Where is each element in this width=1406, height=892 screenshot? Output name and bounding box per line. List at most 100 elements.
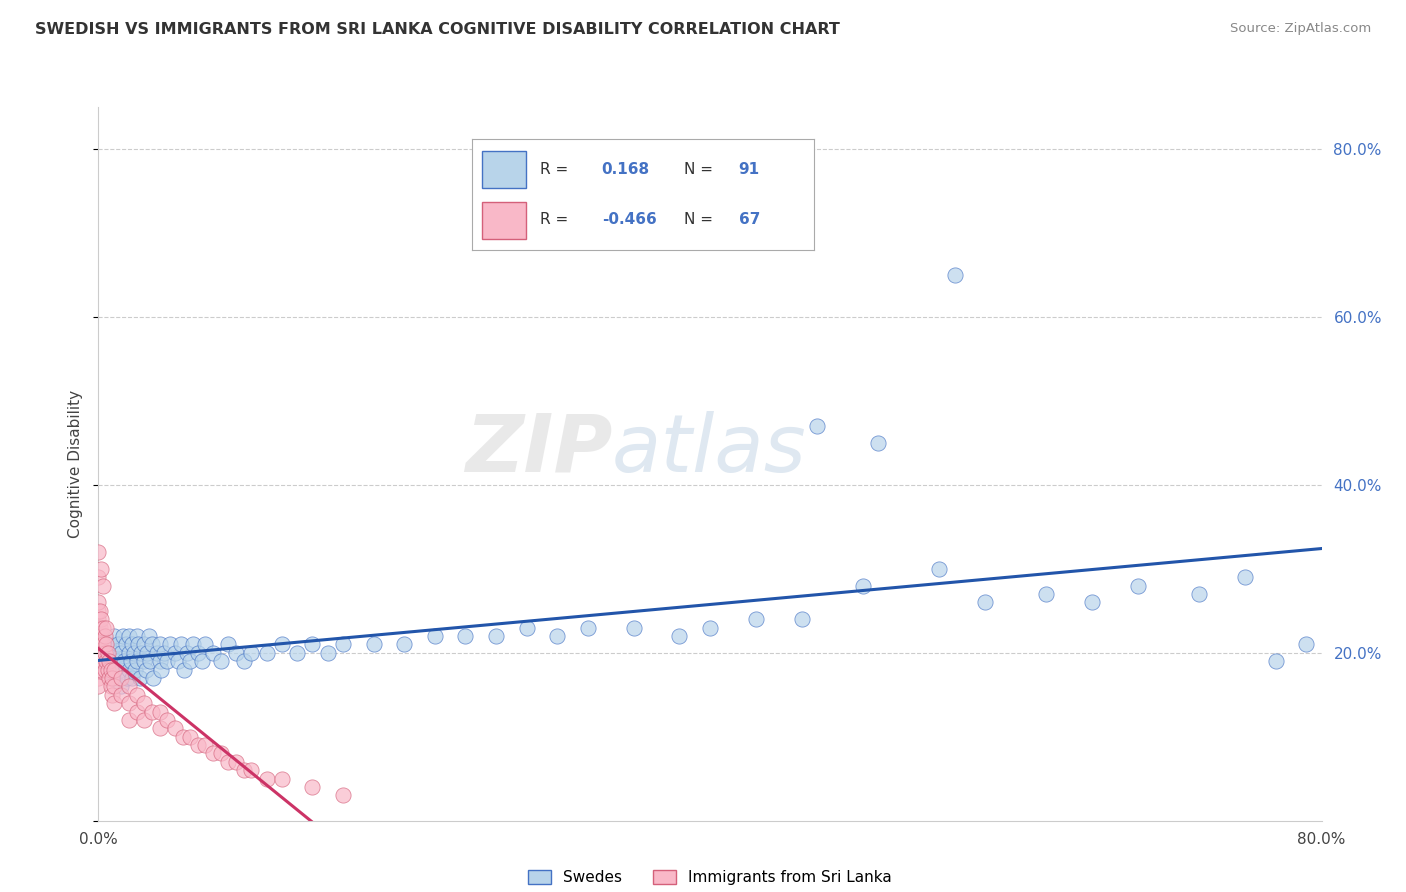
Legend: Swedes, Immigrants from Sri Lanka: Swedes, Immigrants from Sri Lanka <box>522 864 898 891</box>
Point <box>110 646 132 660</box>
Point <box>128 671 150 685</box>
Point <box>202 747 225 761</box>
Text: atlas: atlas <box>612 410 807 489</box>
Point <box>423 629 446 643</box>
Point <box>125 654 148 668</box>
Point <box>94 621 117 635</box>
Point <box>668 629 690 643</box>
Point <box>194 738 217 752</box>
Point <box>125 688 148 702</box>
Point <box>256 772 278 786</box>
Point <box>138 629 160 643</box>
Point <box>134 696 156 710</box>
Point <box>87 654 110 668</box>
Point <box>485 629 508 643</box>
Point <box>89 621 111 635</box>
Point <box>179 730 201 744</box>
Point <box>87 570 110 584</box>
Point <box>156 713 179 727</box>
Point <box>108 663 131 677</box>
Point <box>105 654 128 668</box>
Point <box>790 612 813 626</box>
Point <box>232 764 254 778</box>
Point <box>173 663 195 677</box>
Point <box>546 629 568 643</box>
Point <box>170 637 193 651</box>
Point <box>181 637 204 651</box>
Point <box>623 621 645 635</box>
Point <box>256 646 278 660</box>
Point <box>87 637 110 651</box>
Point <box>149 637 172 651</box>
Point <box>141 705 163 719</box>
Point <box>90 562 112 576</box>
Point <box>270 772 292 786</box>
Point <box>118 696 141 710</box>
Point <box>202 646 225 660</box>
Point <box>118 713 141 727</box>
Point <box>115 637 138 651</box>
Point <box>103 671 125 685</box>
Point <box>87 671 110 685</box>
Point <box>699 621 721 635</box>
Text: SWEDISH VS IMMIGRANTS FROM SRI LANKA COGNITIVE DISABILITY CORRELATION CHART: SWEDISH VS IMMIGRANTS FROM SRI LANKA COG… <box>35 22 839 37</box>
Point <box>301 780 323 794</box>
Point <box>149 721 172 735</box>
Point <box>93 646 115 660</box>
Point <box>93 663 115 677</box>
Point <box>125 629 148 643</box>
Point <box>1295 637 1317 651</box>
Point <box>87 604 110 618</box>
Point <box>121 671 143 685</box>
Point <box>91 621 114 635</box>
Point <box>943 268 966 282</box>
Point <box>153 646 176 660</box>
Point <box>1128 578 1150 592</box>
Point <box>87 545 110 559</box>
Point <box>974 595 997 609</box>
Point <box>98 654 121 668</box>
Point <box>928 562 950 576</box>
Point <box>87 629 110 643</box>
Point <box>156 654 179 668</box>
Point <box>90 612 112 626</box>
Point <box>100 663 122 677</box>
Point <box>87 663 110 677</box>
Point <box>217 637 239 651</box>
Point <box>187 646 209 660</box>
Text: Source: ZipAtlas.com: Source: ZipAtlas.com <box>1230 22 1371 36</box>
Point <box>87 646 110 660</box>
Point <box>217 755 239 769</box>
Point <box>136 646 159 660</box>
Point <box>806 419 828 434</box>
Point <box>118 629 141 643</box>
Point <box>516 621 538 635</box>
Point <box>209 747 232 761</box>
Point <box>149 654 172 668</box>
Point <box>110 679 132 693</box>
Point <box>87 621 110 635</box>
Point <box>90 646 112 660</box>
Point <box>745 612 768 626</box>
Point <box>301 637 323 651</box>
Point <box>209 654 232 668</box>
Point <box>852 578 875 592</box>
Point <box>225 646 247 660</box>
Point <box>103 679 125 693</box>
Point <box>98 637 121 651</box>
Point <box>103 696 125 710</box>
Point <box>316 646 339 660</box>
Point <box>91 654 114 668</box>
Point <box>91 637 114 651</box>
Point <box>110 671 132 685</box>
Point <box>94 654 117 668</box>
Point <box>87 679 110 693</box>
Point <box>225 755 247 769</box>
Point <box>118 663 141 677</box>
Point <box>1234 570 1257 584</box>
Point <box>90 663 112 677</box>
Point <box>163 721 186 735</box>
Point <box>100 679 122 693</box>
Point <box>89 637 111 651</box>
Point <box>112 654 135 668</box>
